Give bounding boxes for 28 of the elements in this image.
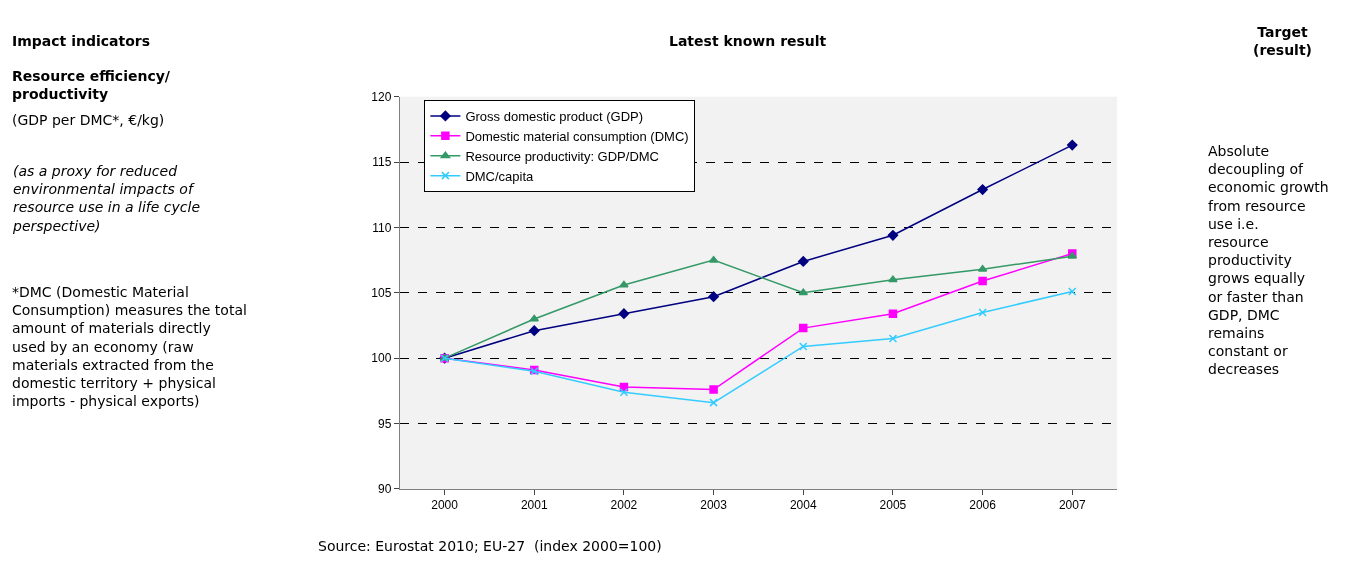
legend-label: Domestic material consumption (DMC) — [465, 128, 689, 144]
text: (GDP per DMC*, €/kg) — [12, 112, 165, 128]
text: *DMC (Domestic Material Consumption) measures the total amount of materials directly used by an economy (raw materials extracted from the domestic territory + physical imports - physical exports) — [12, 284, 247, 410]
text: Resource efficiency/productivity — [12, 68, 171, 103]
x-tick-label: 2004 — [789, 498, 817, 513]
x-tick-label: 2002 — [610, 498, 638, 513]
x-tick-label: 2007 — [1058, 498, 1086, 513]
x-tick-label: 2005 — [879, 498, 907, 513]
x-tick-label: 2006 — [969, 498, 997, 513]
y-tick-label: 95 — [377, 416, 392, 431]
y-tick-label: 110 — [372, 220, 392, 235]
x-tick-label: 2001 — [520, 498, 548, 513]
y-tick-label: 105 — [371, 286, 392, 301]
legend-label: Gross domestic product (GDP) — [465, 109, 644, 125]
legend-label: DMC/capita — [465, 168, 535, 184]
y-tick-label: 115 — [372, 155, 392, 170]
source-note: Source: Eurostat 2010; EU-27 (index 2000=100) — [318, 538, 662, 554]
x-tick-label: 2000 — [431, 498, 459, 513]
y-tick-label: 90 — [377, 482, 392, 497]
y-tick-label: 100 — [371, 351, 392, 366]
text: Target (result) — [1253, 24, 1312, 59]
legend-label: Resource productivity: GDP/DMC — [465, 148, 660, 164]
text: Latest known result — [669, 33, 827, 49]
x-tick-label: 2003 — [700, 498, 728, 513]
text: Impact indicators — [12, 33, 151, 49]
text: (as a proxy for reduced environmental impacts of resource use in a life cycle perspective) — [12, 163, 201, 234]
y-tick-label: 120 — [371, 89, 392, 104]
text: Absolute decoupling of economic growth from resource use i.e. resource productivity grows equally or faster than GDP, DMC remains constant or decreases — [1208, 143, 1329, 378]
